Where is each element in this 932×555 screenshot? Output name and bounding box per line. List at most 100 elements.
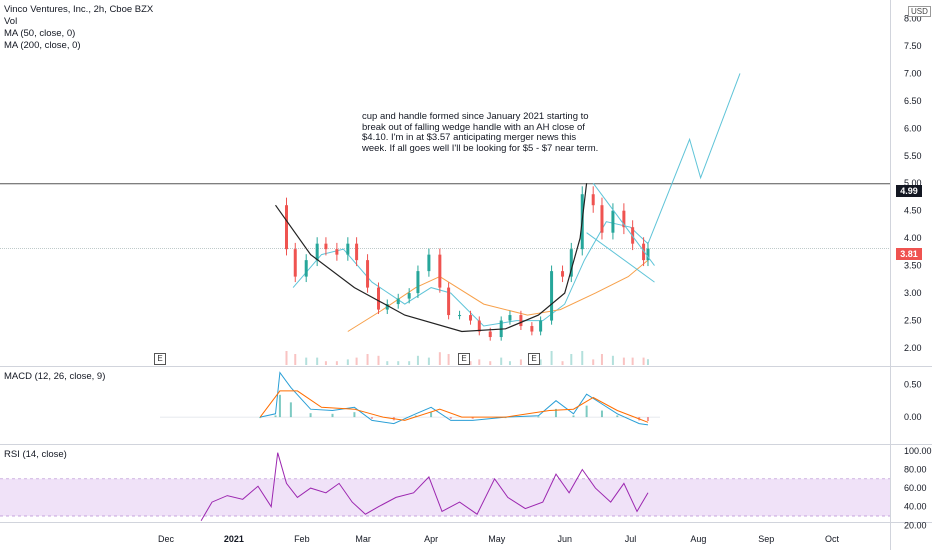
candle-body — [438, 254, 442, 288]
volume-bar — [642, 357, 645, 365]
volume-bar — [581, 351, 584, 365]
x-tick-label: Sep — [758, 534, 774, 544]
ma50-line — [292, 221, 649, 327]
y-tick-label: 4.00 — [904, 233, 922, 243]
macd-histogram-bar — [600, 410, 603, 418]
volume-bar — [570, 354, 573, 365]
volume-bar — [346, 359, 349, 365]
volume-bar — [294, 354, 297, 365]
macd-histogram-bar — [414, 415, 417, 418]
x-tick-label: Apr — [424, 534, 438, 544]
macd-histogram-bar — [430, 412, 433, 418]
volume-bar — [377, 355, 380, 365]
volume-bar — [416, 355, 419, 365]
y-tick-label: 4.50 — [904, 206, 922, 216]
volume-bar — [539, 359, 542, 365]
volume-bar — [324, 361, 327, 365]
candle-body — [355, 243, 359, 261]
volume-bar — [561, 361, 564, 365]
macd-line — [260, 371, 649, 426]
macd-histogram-bar — [449, 417, 452, 419]
earnings-flag[interactable]: E — [528, 353, 540, 365]
y-tick-label: 2.00 — [904, 343, 922, 353]
rsi-label: RSI (14, close) — [4, 449, 67, 460]
x-tick-label: Mar — [355, 534, 371, 544]
volume-bar — [500, 357, 503, 365]
candle-body — [591, 194, 595, 206]
vol-label: Vol — [4, 16, 18, 27]
volume-bar — [519, 359, 522, 365]
candle-body — [561, 271, 565, 277]
candle-body — [611, 210, 615, 233]
macd-label: MACD (12, 26, close, 9) — [4, 371, 106, 382]
y-tick-label: 8.00 — [904, 13, 922, 23]
volume-bar — [335, 361, 338, 365]
candle-body — [293, 249, 297, 277]
volume-bar — [408, 361, 411, 365]
y-tick-label: 7.00 — [904, 68, 922, 78]
y-tick-label: 5.00 — [904, 178, 922, 188]
rsi-band — [0, 478, 890, 517]
candle-body — [600, 205, 604, 233]
wedge-lower-line — [586, 232, 655, 283]
earnings-flag[interactable]: E — [154, 353, 166, 365]
volume-bar — [646, 359, 649, 365]
macd-histogram-bar — [259, 417, 262, 419]
volume-bar — [366, 354, 369, 365]
y-tick-label: 2.50 — [904, 316, 922, 326]
volume-bar — [592, 359, 595, 365]
chart-title: Vinco Ventures, Inc., 2h, Cboe BZX — [4, 4, 154, 15]
x-tick-label: Dec — [158, 534, 175, 544]
candle-body — [284, 205, 288, 250]
candle-body — [642, 243, 646, 261]
volume-bar — [469, 361, 472, 365]
annotation-note: cup and handle formed since January 2021… — [362, 111, 599, 154]
macd-histogram-bar — [278, 394, 281, 418]
candle-body — [366, 260, 370, 288]
rsi-y-tick-label: 100.00 — [904, 446, 932, 456]
candle-body — [530, 326, 534, 332]
macd-histogram-bar — [646, 417, 649, 422]
macd-histogram-bar — [572, 415, 575, 418]
macd-histogram-bar — [309, 413, 312, 418]
candle-body — [550, 271, 554, 321]
x-tick-label: May — [488, 534, 506, 544]
candle-body — [324, 243, 328, 250]
y-tick-label: 5.50 — [904, 151, 922, 161]
macd-y-tick-label: 0.00 — [904, 412, 922, 422]
candle-body — [569, 249, 573, 277]
candle-body — [622, 210, 626, 228]
rsi-y-tick-label: 40.00 — [904, 502, 927, 512]
volume-bar — [600, 354, 603, 365]
candle-body — [458, 315, 462, 317]
macd-histogram-bar — [537, 416, 540, 418]
earnings-flag[interactable]: E — [458, 353, 470, 365]
macd-histogram-bar — [616, 415, 619, 418]
cup-curve — [275, 183, 588, 333]
volume-bar — [285, 351, 288, 365]
currency-badge[interactable]: USD — [908, 6, 931, 17]
volume-bar — [611, 355, 614, 365]
candle-body — [315, 243, 319, 261]
macd-y-tick-label: 0.50 — [904, 379, 922, 389]
resistance-price-tag: 4.99 — [896, 185, 922, 197]
ma200-label: MA (200, close, 0) — [4, 40, 81, 51]
x-tick-label: Oct — [825, 534, 840, 544]
projection-path — [647, 73, 741, 244]
volume-bar — [438, 352, 441, 365]
macd-histogram-bar — [554, 408, 557, 418]
y-tick-label: 3.50 — [904, 261, 922, 271]
candle-body — [416, 271, 420, 294]
candle-body — [346, 243, 350, 255]
candle-body — [377, 287, 381, 310]
candle-body — [447, 287, 451, 316]
candle-body — [385, 304, 389, 310]
x-tick-label: Jul — [625, 534, 637, 544]
chart-legend: Vinco Ventures, Inc., 2h, Cboe BZX Vol M… — [4, 4, 153, 52]
candle-body — [396, 298, 400, 305]
candle-body — [519, 315, 523, 327]
candle-body — [508, 315, 512, 321]
rsi-y-tick-label: 60.00 — [904, 483, 927, 493]
